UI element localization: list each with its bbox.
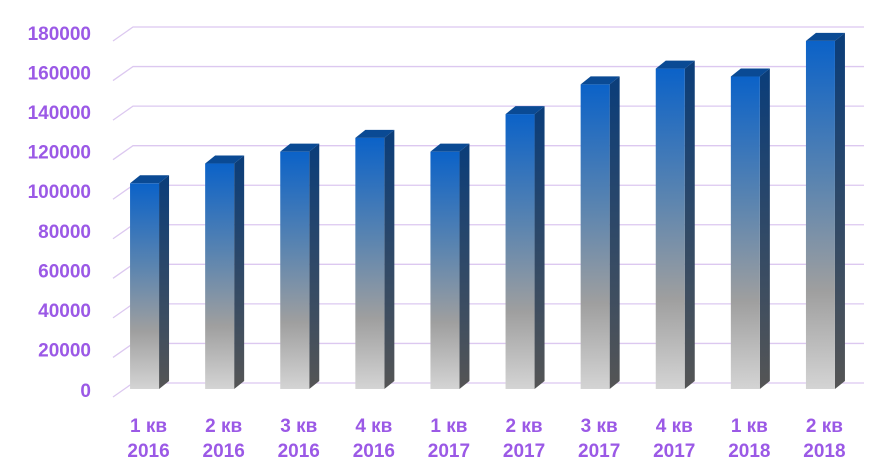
bar-front-face <box>130 183 160 389</box>
x-category-quarter-label: 3 кв <box>280 416 317 437</box>
x-category-quarter-label: 2 кв <box>806 416 843 437</box>
bar <box>130 175 170 389</box>
bar-top-face <box>655 60 695 69</box>
bar <box>430 143 470 389</box>
y-axis-tick-labels: 0 20000 40000 60000 80000 100000 120000 140000 1… <box>28 24 91 402</box>
bar-side-face <box>159 175 170 389</box>
bar <box>505 106 545 389</box>
y-tick-label: 80000 <box>38 222 91 243</box>
x-category-quarter-label: 2 кв <box>506 416 543 437</box>
bar-top-face <box>205 155 245 164</box>
bar <box>655 60 695 389</box>
y-tick-label: 60000 <box>38 261 91 282</box>
bar-top-face <box>580 76 620 85</box>
y-tick-label: 120000 <box>28 143 91 164</box>
bar-top-face <box>280 143 320 152</box>
bar-top-face <box>355 129 395 138</box>
bar-front-face <box>655 68 685 389</box>
bar-front-face <box>205 163 235 389</box>
y-tick-label: 20000 <box>38 340 91 361</box>
bar-side-face <box>384 129 395 390</box>
y-tick-label: 40000 <box>38 301 91 322</box>
bar-top-face <box>505 106 545 115</box>
x-category-year-label: 2017 <box>503 441 545 462</box>
bar-front-face <box>280 151 310 389</box>
bar-front-face <box>505 114 535 389</box>
x-category-quarter-label: 2 кв <box>205 416 242 437</box>
bar <box>805 32 845 390</box>
x-category-year-label: 2016 <box>278 441 320 462</box>
x-category-quarter-label: 4 кв <box>355 416 392 437</box>
gridline <box>112 145 864 161</box>
x-category-year-label: 2017 <box>653 441 695 462</box>
bar-front-face <box>805 40 835 390</box>
y-tick-label: 140000 <box>28 103 91 124</box>
x-category-quarter-label: 4 кв <box>656 416 693 437</box>
bar <box>355 129 395 390</box>
bar-top-face <box>730 68 770 77</box>
x-category-year-label: 2017 <box>578 441 620 462</box>
x-category-quarter-label: 1 кв <box>731 416 768 437</box>
x-category-quarter-label: 1 кв <box>130 416 167 437</box>
bar-side-face <box>759 68 770 389</box>
bar-top-face <box>430 143 470 152</box>
bar-front-face <box>730 76 760 389</box>
bar <box>280 143 320 389</box>
gridline <box>112 65 864 82</box>
x-axis-category-labels: 1 кв 2016 2 кв 2016 3 кв 2016 4 кв 2016 1 кв 2017… <box>127 416 845 462</box>
bar <box>580 76 620 389</box>
bar-side-face <box>534 106 545 389</box>
x-category-year-label: 2018 <box>728 441 770 462</box>
bars <box>130 32 845 390</box>
bar-front-face <box>430 151 460 389</box>
bar-top-face <box>130 175 170 184</box>
bar-front-face <box>355 137 385 389</box>
bar-side-face <box>684 60 695 389</box>
x-category-year-label: 2018 <box>803 441 845 462</box>
x-category-year-label: 2017 <box>428 441 470 462</box>
bar-side-face <box>234 155 245 389</box>
bar <box>730 68 770 389</box>
bar-side-face <box>834 32 845 390</box>
x-category-year-label: 2016 <box>353 441 395 462</box>
gridline <box>112 105 864 121</box>
y-tick-label: 0 <box>80 381 91 402</box>
x-category-year-label: 2016 <box>203 441 245 462</box>
y-tick-label: 100000 <box>28 182 91 203</box>
x-category-quarter-label: 1 кв <box>430 416 467 437</box>
bar <box>205 155 245 389</box>
bar-side-face <box>309 143 320 389</box>
gridline <box>112 26 864 42</box>
x-category-quarter-label: 3 кв <box>581 416 618 437</box>
bar-side-face <box>459 143 470 389</box>
bar-front-face <box>580 84 610 389</box>
y-tick-label: 180000 <box>28 24 91 45</box>
bar-top-face <box>805 32 845 41</box>
x-category-year-label: 2016 <box>127 441 169 462</box>
bar-side-face <box>609 76 620 389</box>
y-tick-label: 160000 <box>28 64 91 85</box>
